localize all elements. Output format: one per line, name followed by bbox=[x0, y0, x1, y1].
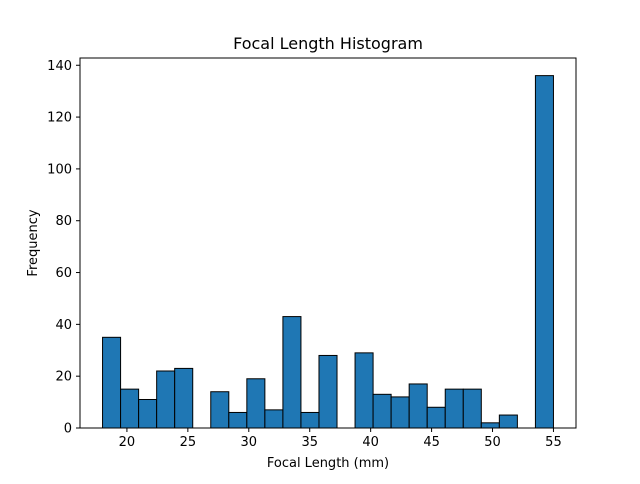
plot-frame bbox=[79, 57, 577, 429]
y-tick-label: 20 bbox=[55, 370, 72, 385]
x-axis-label: Focal Length (mm) bbox=[267, 456, 389, 471]
histogram-bar bbox=[246, 378, 266, 429]
bars-group bbox=[102, 75, 554, 429]
histogram-bar bbox=[426, 406, 446, 429]
histogram-bar bbox=[498, 414, 518, 429]
x-tick-label: 35 bbox=[301, 435, 318, 450]
histogram-bar bbox=[138, 398, 158, 429]
y-tick-label: 140 bbox=[47, 59, 72, 74]
histogram-bar bbox=[354, 352, 374, 429]
histogram-bar bbox=[264, 409, 284, 429]
x-tick-label: 40 bbox=[362, 435, 379, 450]
y-tick-label: 80 bbox=[55, 214, 72, 229]
histogram-bar bbox=[174, 367, 194, 429]
histogram-bar bbox=[156, 370, 176, 429]
histogram-bar bbox=[210, 391, 230, 429]
histogram-bar bbox=[372, 393, 392, 429]
y-tick-label: 120 bbox=[47, 111, 72, 126]
histogram-bar bbox=[102, 336, 122, 429]
histogram-bar bbox=[390, 396, 410, 429]
x-tick-label: 25 bbox=[180, 435, 197, 450]
histogram-bar bbox=[444, 388, 464, 429]
histogram-bar bbox=[480, 422, 500, 429]
histogram-bar bbox=[120, 388, 140, 429]
y-axis-label: Frequency bbox=[26, 209, 41, 276]
histogram-bar bbox=[282, 316, 302, 429]
x-tick-label: 45 bbox=[423, 435, 440, 450]
histogram-bar bbox=[534, 75, 554, 429]
x-axis-ticks: 20 25 30 35 40 45 50 55 bbox=[119, 428, 562, 450]
histogram-bar bbox=[408, 383, 428, 429]
histogram-bar bbox=[462, 388, 482, 429]
x-tick-label: 30 bbox=[241, 435, 258, 450]
x-tick-label: 55 bbox=[545, 435, 562, 450]
histogram-bar bbox=[318, 354, 338, 429]
histogram-bar bbox=[300, 411, 320, 429]
x-tick-label: 50 bbox=[484, 435, 501, 450]
y-tick-label: 0 bbox=[64, 422, 72, 437]
y-axis-ticks: 0 20 40 60 80 100 120 140 bbox=[47, 59, 80, 437]
y-tick-label: 40 bbox=[55, 318, 72, 333]
chart-title: Focal Length Histogram bbox=[233, 34, 423, 53]
y-tick-label: 100 bbox=[47, 162, 72, 177]
x-tick-label: 20 bbox=[119, 435, 136, 450]
histogram-bar bbox=[228, 411, 248, 429]
y-tick-label: 60 bbox=[55, 266, 72, 281]
